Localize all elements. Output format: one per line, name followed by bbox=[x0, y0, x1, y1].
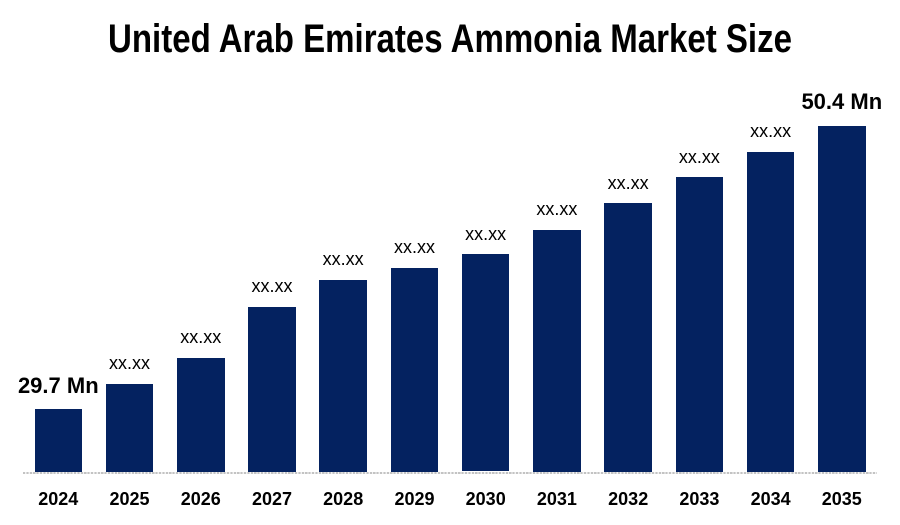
svg-text:United Arab Emirates Ammonia M: United Arab Emirates Ammonia Market Size bbox=[108, 17, 792, 61]
